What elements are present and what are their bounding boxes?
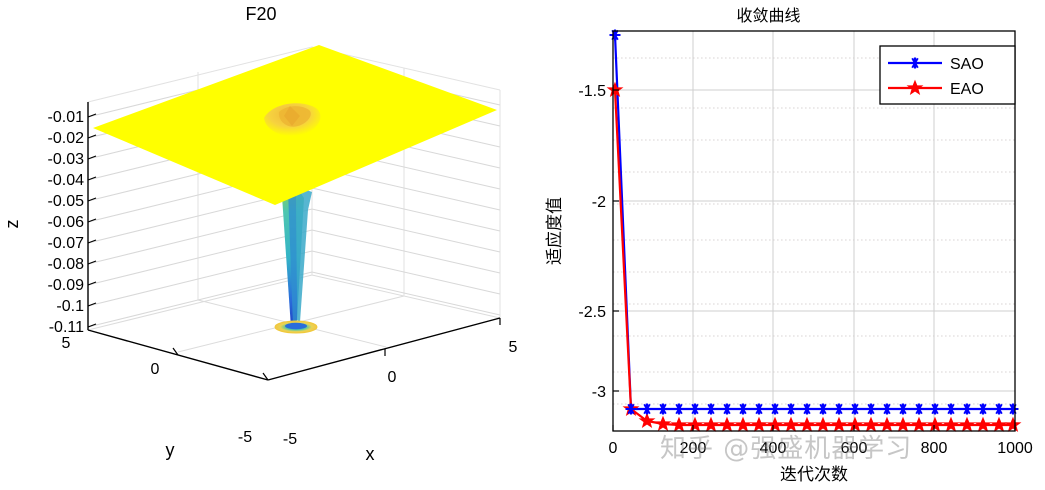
surface-x-ticks xyxy=(384,318,501,356)
z-tick-label: -0.09 xyxy=(48,277,85,294)
legend-label-sao: SAO xyxy=(950,56,984,73)
y-tick-label: -5 xyxy=(238,429,252,446)
convergence-x-axis-label: 迭代次数 xyxy=(780,465,848,485)
x-tick-label: 5 xyxy=(509,339,518,356)
convergence-y-tick-labels: -1.5 -2 -2.5 -3 xyxy=(578,83,606,401)
z-tick-label: -0.06 xyxy=(48,214,85,231)
y-tick-label: -2.5 xyxy=(578,304,606,321)
convergence-minor-gridlines xyxy=(613,57,1015,405)
y-tick-label: 5 xyxy=(62,335,71,352)
y-tick-label: -1.5 xyxy=(578,83,606,100)
convergence-x-ticks xyxy=(612,425,1016,431)
x-tick-label: 800 xyxy=(921,440,948,457)
z-tick-label: -0.11 xyxy=(49,319,84,336)
convergence-legend[interactable]: SAO EAO xyxy=(879,45,1016,105)
z-tick-label: -0.07 xyxy=(48,235,85,252)
y-tick-label: -3 xyxy=(592,384,606,401)
surface-y-ticks xyxy=(172,347,269,381)
x-tick-label: 600 xyxy=(841,440,868,457)
convergence-y-ticks xyxy=(613,89,619,392)
z-tick-label: -0.01 xyxy=(48,109,85,126)
surface-plateau xyxy=(93,45,497,205)
legend-label-eao: EAO xyxy=(950,81,984,98)
surface-x-tick-labels: -5 0 5 xyxy=(283,339,518,448)
convergence-x-tick-labels: 0 200 400 600 800 1000 xyxy=(609,440,1033,457)
surface-base-contour xyxy=(274,320,318,334)
x-tick-label: 0 xyxy=(388,369,397,386)
surface-plot-canvas: -0.01 -0.02 -0.03 -0.04 -0.05 -0.06 -0.0… xyxy=(2,45,518,464)
surface-spike xyxy=(282,186,312,328)
z-tick-label: -0.08 xyxy=(48,256,85,273)
x-tick-label: 400 xyxy=(760,440,787,457)
surface-y-axis-label: y xyxy=(166,440,175,460)
x-tick-label: 200 xyxy=(680,440,707,457)
surface-plot-panel: F20 xyxy=(0,0,522,490)
surface-z-axis-label: z xyxy=(2,220,22,229)
y-tick-label: 0 xyxy=(151,361,160,378)
convergence-plot-canvas: -1.5 -2 -2.5 -3 0 200 400 600 800 1000 xyxy=(545,28,1033,485)
surface-x-axis-label: x xyxy=(366,444,375,464)
x-tick-label: 1000 xyxy=(997,440,1033,457)
convergence-plot-title: 收敛曲线 xyxy=(736,6,801,25)
surface-y-tick-labels: 5 0 -5 xyxy=(62,335,253,446)
z-tick-label: -0.03 xyxy=(48,151,85,168)
surface-plot-title: F20 xyxy=(245,4,277,24)
legend-entry-eao[interactable]: EAO xyxy=(888,80,984,98)
y-tick-label: -2 xyxy=(592,194,606,211)
convergence-plot-panel: 收敛曲线 xyxy=(522,0,1045,490)
surface-z-ticks xyxy=(87,113,97,328)
x-tick-label: 0 xyxy=(609,440,618,457)
z-tick-label: -0.1 xyxy=(56,298,84,315)
z-tick-label: -0.02 xyxy=(48,130,85,147)
convergence-axes-box xyxy=(612,30,1016,432)
z-tick-label: -0.05 xyxy=(48,193,85,210)
legend-box xyxy=(879,45,1016,105)
x-tick-label: -5 xyxy=(283,431,297,448)
legend-entry-sao[interactable]: SAO xyxy=(888,56,984,73)
z-tick-label: -0.04 xyxy=(48,172,85,189)
convergence-y-axis-label: 适应度值 xyxy=(545,197,565,265)
surface-z-tick-labels: -0.01 -0.02 -0.03 -0.04 -0.05 -0.06 -0.0… xyxy=(48,109,85,336)
